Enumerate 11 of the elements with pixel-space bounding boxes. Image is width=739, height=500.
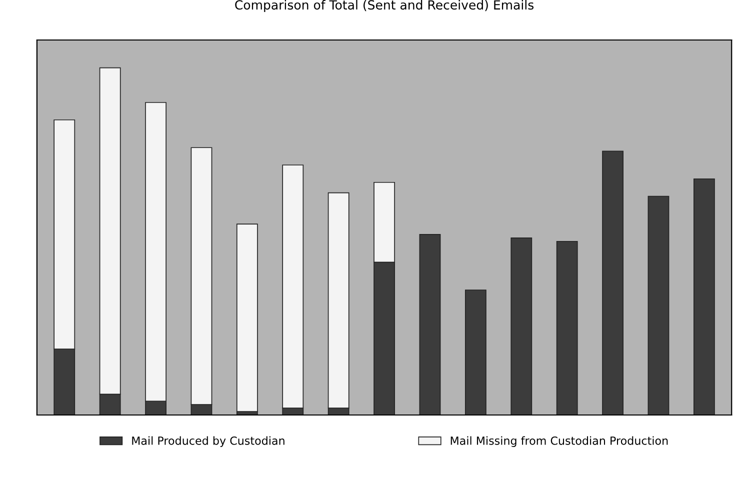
bar [602,150,624,415]
bar [236,224,258,412]
bar [648,196,670,415]
legend-label: Mail Missing from Custodian Production [450,436,668,448]
bar [510,237,532,415]
chart-title: Comparison of Total (Sent and Received) Emails [235,0,534,12]
legend-label: Mail Produced by Custodian [132,436,284,448]
bar [419,234,441,415]
bar [693,178,715,415]
bar [464,290,486,415]
bar [556,240,578,415]
